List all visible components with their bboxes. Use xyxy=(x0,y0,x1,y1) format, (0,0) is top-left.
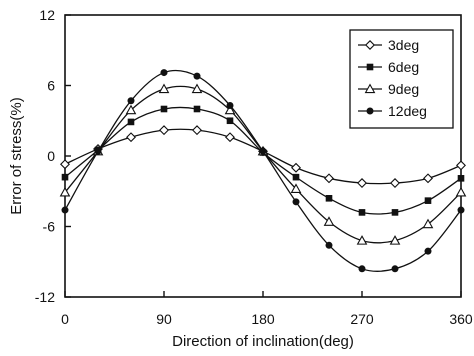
data-point xyxy=(61,206,69,214)
x-tick-label: 360 xyxy=(449,311,473,327)
legend-marker xyxy=(366,63,374,71)
data-point xyxy=(356,235,368,245)
data-point xyxy=(424,247,432,255)
legend-marker xyxy=(365,40,375,50)
data-point xyxy=(191,83,203,94)
axes: 12 6 0 -6 -12 0 90 180 270 360 xyxy=(35,7,473,327)
data-point xyxy=(292,198,300,206)
data-point xyxy=(457,206,465,214)
data-point xyxy=(193,105,201,113)
x-tick-label: 0 xyxy=(61,311,69,327)
legend-label: 12deg xyxy=(388,103,427,119)
legend-item: 9deg xyxy=(358,81,419,97)
data-point xyxy=(94,147,102,155)
data-point xyxy=(324,173,334,184)
data-point xyxy=(390,178,400,189)
legend: 3deg 6deg 9deg 12deg xyxy=(349,29,454,129)
data-point xyxy=(323,216,335,226)
x-axis-title: Direction of inclination(deg) xyxy=(172,333,354,350)
data-point xyxy=(61,173,69,181)
data-point xyxy=(389,235,401,245)
y-axis-title: Error of stress(%) xyxy=(8,97,25,215)
data-point xyxy=(127,118,135,126)
data-point xyxy=(125,104,137,115)
data-point xyxy=(456,160,466,171)
data-point xyxy=(290,183,302,193)
x-tick-label: 90 xyxy=(156,311,172,327)
y-tick-label: 12 xyxy=(39,7,55,23)
legend-label: 3deg xyxy=(388,37,419,53)
series-3deg xyxy=(60,125,466,189)
data-point xyxy=(192,125,202,136)
legend-item: 3deg xyxy=(358,37,419,53)
data-point xyxy=(224,104,236,115)
y-tick-label: -6 xyxy=(43,219,56,235)
data-point xyxy=(159,125,169,136)
legend-item: 6deg xyxy=(358,59,419,75)
legend-label: 9deg xyxy=(388,81,419,97)
data-point xyxy=(358,209,366,216)
series-layer xyxy=(59,69,467,273)
data-point xyxy=(325,241,333,249)
data-point xyxy=(226,101,234,109)
legend-item: 12deg xyxy=(358,103,427,119)
data-point xyxy=(193,72,201,80)
series-line xyxy=(64,128,462,185)
y-tick-label: -12 xyxy=(35,289,55,305)
data-point xyxy=(127,97,135,105)
data-point xyxy=(292,173,300,181)
data-point xyxy=(226,117,234,125)
series-12deg xyxy=(61,69,465,273)
y-tick-label: 0 xyxy=(47,148,55,164)
legend-marker xyxy=(364,83,376,94)
data-point xyxy=(358,265,366,273)
data-point xyxy=(325,195,333,202)
x-tick-label: 180 xyxy=(251,311,275,327)
data-point xyxy=(158,83,170,94)
data-point xyxy=(457,175,465,182)
legend-label: 6deg xyxy=(388,59,419,75)
data-point xyxy=(60,159,70,170)
y-tick-label: 6 xyxy=(47,78,55,94)
data-point xyxy=(126,132,136,143)
data-point xyxy=(424,197,432,204)
data-point xyxy=(59,186,71,197)
legend-marker xyxy=(366,107,374,115)
data-point xyxy=(423,173,433,184)
data-point xyxy=(225,132,235,143)
data-point xyxy=(422,218,434,229)
x-tick-label: 270 xyxy=(350,311,374,327)
data-point xyxy=(455,186,467,197)
data-point xyxy=(259,147,267,155)
data-point xyxy=(291,162,301,173)
data-point xyxy=(160,69,168,77)
data-point xyxy=(357,178,367,189)
data-point xyxy=(391,209,399,216)
data-point xyxy=(391,265,399,273)
data-point xyxy=(160,105,168,113)
